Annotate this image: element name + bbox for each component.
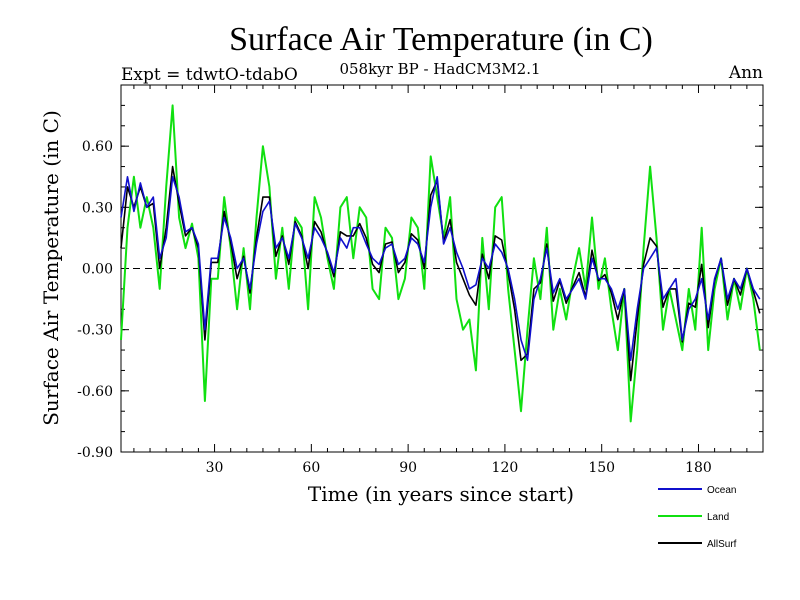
experiment-label: Expt = tdwtO-tdabO	[121, 65, 298, 85]
y-axis-label: Surface Air Temperature (in C)	[39, 110, 63, 426]
x-tick-label: 120	[492, 460, 519, 476]
y-tick-label: 0.00	[82, 262, 113, 278]
y-tick-label: 0.60	[82, 139, 113, 155]
x-tick-label: 90	[399, 460, 417, 476]
series-line-allsurf	[120, 165, 761, 382]
y-tick-label: -0.90	[77, 445, 113, 461]
series-line-ocean	[120, 176, 761, 362]
chart-subtitle: 058kyr BP - HadCM3M2.1	[339, 60, 540, 78]
x-axis: 30 60 90 120 150 180	[133, 85, 748, 476]
x-tick-label: 150	[588, 460, 615, 476]
period-label: Ann	[728, 63, 763, 83]
y-tick-label: 0.30	[82, 200, 113, 216]
series-lines	[120, 104, 761, 423]
legend-label-allsurf: AllSurf	[707, 539, 737, 550]
x-tick-label: 60	[302, 460, 320, 476]
legend-label-land: Land	[707, 512, 729, 523]
series-line-land	[120, 104, 761, 423]
x-tick-label: 30	[206, 460, 224, 476]
y-tick-label: -0.60	[77, 384, 113, 400]
y-tick-label: -0.30	[77, 323, 113, 339]
x-tick-label: 180	[685, 460, 712, 476]
x-axis-label: Time (in years since start)	[308, 482, 574, 506]
legend-label-ocean: Ocean	[707, 485, 736, 496]
chart-title: Surface Air Temperature (in C)	[229, 21, 653, 58]
legend: Ocean Land AllSurf	[658, 485, 737, 550]
